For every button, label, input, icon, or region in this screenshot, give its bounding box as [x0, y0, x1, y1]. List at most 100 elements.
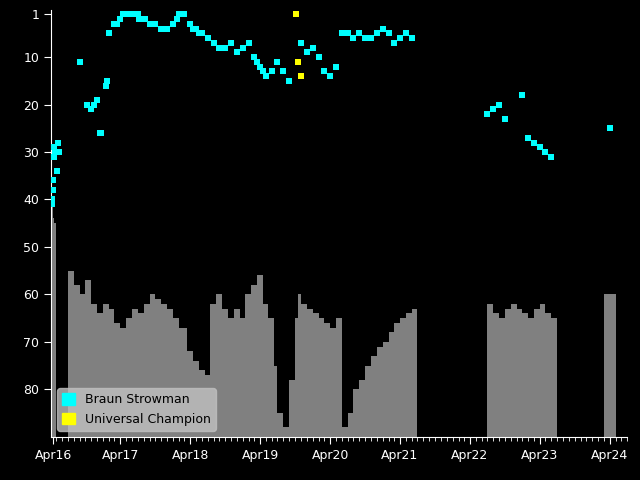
- Point: [104, 29, 114, 37]
- Point: [296, 39, 306, 47]
- Point: [168, 20, 178, 28]
- Point: [86, 106, 97, 113]
- Point: [136, 15, 147, 23]
- Point: [284, 77, 294, 84]
- Point: [129, 11, 139, 18]
- Bar: [545, 313, 552, 437]
- Point: [529, 139, 539, 146]
- Point: [150, 20, 161, 28]
- Bar: [97, 313, 103, 437]
- Bar: [301, 304, 307, 437]
- Bar: [103, 304, 109, 437]
- Bar: [179, 328, 187, 437]
- Point: [314, 53, 324, 61]
- Bar: [348, 413, 353, 437]
- Point: [127, 11, 137, 18]
- Bar: [493, 313, 499, 437]
- Bar: [516, 309, 522, 437]
- Bar: [150, 294, 156, 437]
- Point: [82, 101, 92, 108]
- Bar: [246, 294, 252, 437]
- Point: [244, 39, 254, 47]
- Bar: [187, 351, 193, 437]
- Point: [226, 39, 236, 47]
- Bar: [92, 304, 97, 437]
- Bar: [394, 323, 400, 437]
- Bar: [161, 304, 167, 437]
- Bar: [406, 313, 412, 437]
- Point: [237, 44, 248, 51]
- Bar: [115, 323, 120, 437]
- Point: [500, 115, 510, 122]
- Bar: [193, 361, 198, 437]
- Point: [131, 11, 141, 18]
- Bar: [552, 318, 557, 437]
- Point: [132, 11, 143, 18]
- Point: [112, 20, 122, 28]
- Bar: [319, 318, 324, 437]
- Point: [202, 34, 212, 42]
- Point: [372, 29, 382, 37]
- Point: [209, 39, 219, 47]
- Point: [308, 44, 318, 51]
- Bar: [365, 366, 371, 437]
- Point: [301, 48, 312, 56]
- Point: [185, 20, 195, 28]
- Bar: [371, 356, 377, 437]
- Point: [138, 15, 148, 23]
- Bar: [109, 309, 115, 437]
- Bar: [126, 318, 132, 437]
- Bar: [222, 309, 228, 437]
- Point: [95, 129, 105, 137]
- Bar: [278, 413, 284, 437]
- Bar: [289, 380, 295, 437]
- Bar: [336, 318, 342, 437]
- Bar: [252, 285, 257, 437]
- Point: [48, 177, 58, 184]
- Bar: [263, 304, 268, 437]
- Point: [488, 106, 499, 113]
- Bar: [54, 223, 56, 437]
- Bar: [360, 380, 365, 437]
- Point: [220, 44, 230, 51]
- Point: [109, 20, 120, 28]
- Point: [325, 72, 335, 80]
- Point: [115, 15, 125, 23]
- Point: [252, 58, 262, 66]
- Point: [102, 77, 112, 84]
- Bar: [138, 313, 143, 437]
- Bar: [143, 304, 150, 437]
- Bar: [342, 427, 348, 437]
- Point: [156, 25, 166, 33]
- Point: [319, 68, 330, 75]
- Point: [177, 11, 187, 18]
- Point: [534, 144, 545, 151]
- Point: [605, 124, 615, 132]
- Point: [47, 196, 57, 204]
- Point: [92, 96, 102, 104]
- Point: [121, 11, 131, 18]
- Point: [494, 101, 504, 108]
- Bar: [173, 318, 179, 437]
- Bar: [228, 318, 234, 437]
- Point: [196, 29, 207, 37]
- Point: [547, 153, 557, 161]
- Point: [52, 167, 62, 175]
- Point: [524, 134, 534, 142]
- Point: [47, 186, 58, 194]
- Bar: [377, 347, 383, 437]
- Bar: [205, 375, 211, 437]
- Bar: [298, 294, 301, 437]
- Bar: [120, 328, 126, 437]
- Point: [125, 11, 135, 18]
- Legend: Braun Strowman, Universal Champion: Braun Strowman, Universal Champion: [58, 388, 216, 431]
- Bar: [211, 304, 216, 437]
- Bar: [313, 313, 319, 437]
- Bar: [53, 218, 54, 437]
- Point: [389, 39, 399, 47]
- Point: [188, 25, 198, 33]
- Bar: [68, 271, 74, 437]
- Point: [337, 29, 347, 37]
- Point: [232, 48, 242, 56]
- Point: [140, 15, 150, 23]
